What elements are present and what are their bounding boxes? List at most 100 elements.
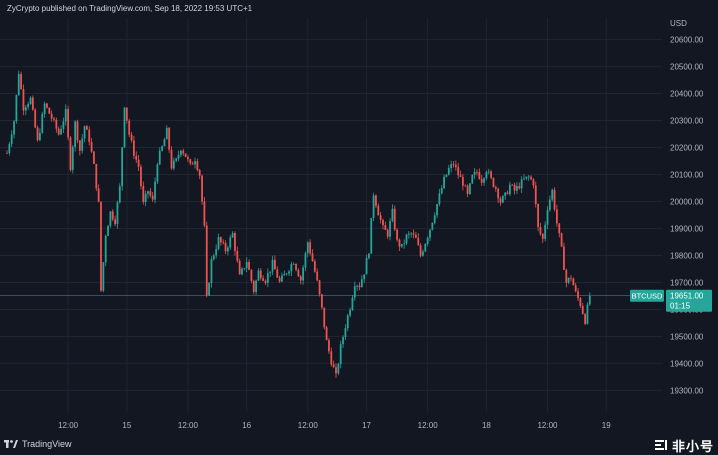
candle-body — [172, 160, 175, 169]
candle-body — [269, 271, 272, 274]
candle-body — [170, 149, 173, 169]
candle-body — [318, 280, 321, 295]
candle-body — [417, 237, 420, 246]
candle-body — [203, 201, 206, 226]
candle-body — [90, 142, 93, 152]
candlestick-chart[interactable]: USD 20600.00 20500.00 20400.00 20300.00 2020… — [0, 0, 718, 436]
candle-body — [360, 279, 363, 288]
candle-body — [506, 192, 509, 194]
candle-body — [140, 166, 142, 186]
watermark-logo-icon — [654, 438, 668, 452]
candle-body — [20, 73, 22, 90]
candle-body — [553, 189, 556, 210]
price-tick-label: 20600.00 — [670, 36, 704, 45]
candle-body — [297, 269, 300, 277]
candle-body — [116, 202, 119, 225]
footer-bar: TradingView 非小号 — [0, 436, 718, 454]
candle-body — [464, 185, 467, 187]
candle-body — [386, 229, 389, 237]
candle-body — [250, 269, 253, 281]
candle-body — [452, 164, 455, 166]
price-tick-label: 20000.00 — [670, 198, 704, 207]
candle-body — [93, 151, 95, 164]
candle-body — [76, 121, 79, 141]
candle-body — [215, 249, 218, 256]
candle-body — [358, 285, 361, 288]
candle-body — [313, 261, 316, 272]
candle-body — [572, 278, 575, 286]
candle-body — [295, 263, 297, 270]
candle-body — [95, 163, 98, 189]
candle-body — [290, 264, 293, 272]
candle-body — [311, 253, 314, 262]
symbol-label-box — [630, 289, 664, 302]
candle-body — [86, 126, 88, 130]
candle-body — [567, 277, 570, 283]
candle-body — [375, 195, 377, 206]
candle-body — [257, 270, 260, 281]
candle-body — [88, 129, 91, 143]
candle-body — [109, 211, 112, 226]
candle-body — [81, 138, 84, 151]
candle-body — [175, 158, 178, 161]
candle-body — [147, 191, 149, 194]
price-tick-label: 20500.00 — [670, 63, 704, 72]
candle-body — [194, 161, 196, 165]
price-tick-label: 20100.00 — [670, 171, 704, 180]
price-axis[interactable]: USD 20600.00 20500.00 20400.00 20300.00 2020… — [670, 19, 704, 395]
candle-body — [24, 107, 27, 111]
candle-body — [323, 307, 326, 328]
candle-body — [353, 286, 356, 298]
candle-body — [114, 219, 116, 225]
candle-body — [13, 121, 15, 135]
candle-body — [410, 233, 413, 235]
time-tick-label: 12:00 — [58, 421, 79, 430]
candle-body — [168, 127, 171, 150]
candle-body — [490, 171, 492, 178]
candle-body — [396, 229, 398, 240]
candle-body — [118, 186, 121, 203]
candle-body — [62, 121, 65, 129]
candle-body — [586, 304, 589, 324]
candle-body — [259, 270, 262, 279]
candle-body — [74, 121, 77, 147]
candle-body — [161, 146, 163, 151]
candle-body — [328, 340, 330, 352]
candle-body — [163, 139, 166, 147]
candle-body — [231, 233, 234, 238]
price-tick-label: 19500.00 — [670, 332, 704, 341]
candle-body — [443, 176, 445, 189]
candle-body — [349, 309, 351, 316]
candle-body — [426, 237, 429, 244]
price-tick-label: 19300.00 — [670, 386, 704, 395]
candle-body — [274, 259, 276, 270]
candle-body — [196, 161, 199, 170]
tradingview-logo[interactable]: TradingView — [4, 439, 72, 449]
candle-body — [248, 262, 250, 270]
last-price-label: 19651.00 — [670, 292, 704, 301]
candle-body — [71, 146, 74, 171]
candle-body — [400, 243, 403, 247]
candle-body — [379, 215, 382, 220]
currency-label: USD — [670, 19, 687, 28]
publish-caption: ZyCrypto published on TradingView.com, S… — [7, 4, 253, 13]
candle-body — [128, 120, 131, 135]
candle-body — [137, 159, 140, 167]
candle-body — [412, 233, 415, 235]
candle-body — [457, 167, 460, 176]
candle-body — [271, 259, 274, 272]
candle-body — [330, 351, 333, 365]
time-axis[interactable]: 12:00 15 12:00 16 12:00 17 12:00 18 12:00 19 — [58, 421, 611, 430]
candle-body — [438, 193, 441, 205]
candle-body — [60, 128, 62, 135]
candle-body — [222, 242, 225, 244]
candle-body — [504, 192, 507, 196]
candle-body — [325, 327, 328, 341]
candle-body — [8, 144, 11, 154]
candle-body — [241, 268, 243, 275]
candle-body — [6, 152, 8, 154]
candle-body — [264, 280, 267, 283]
candle-body — [363, 274, 366, 280]
candle-body — [278, 277, 281, 282]
candle-body — [391, 208, 394, 222]
